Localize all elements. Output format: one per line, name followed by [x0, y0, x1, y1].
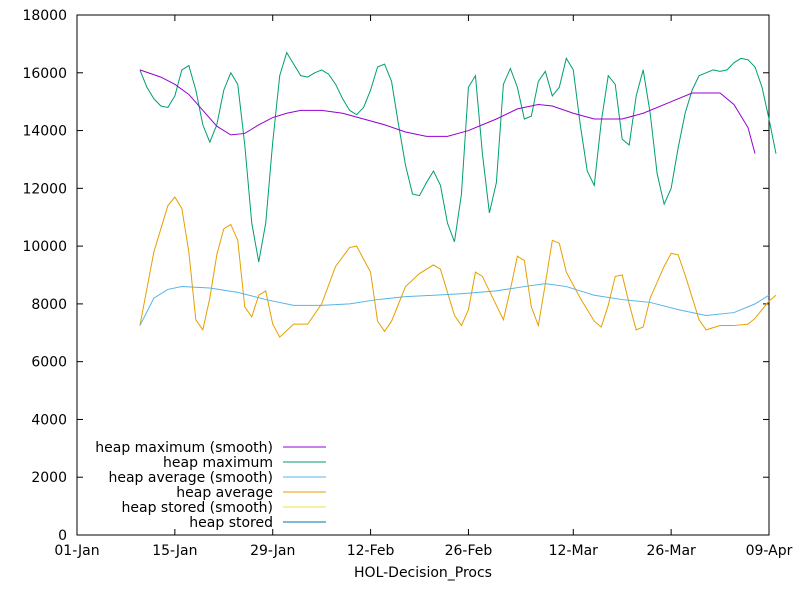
- legend-label: heap stored: [189, 515, 273, 531]
- x-tick-label: 26-Feb: [445, 543, 493, 559]
- series-line: [139, 283, 770, 326]
- x-tick-label: 15-Jan: [152, 543, 197, 559]
- y-tick-label: 14000: [22, 124, 67, 140]
- y-tick-label: 18000: [22, 8, 67, 24]
- legend-label: heap maximum: [163, 455, 273, 471]
- legend-label: heap stored (smooth): [122, 500, 274, 516]
- x-tick-label: 12-Feb: [347, 543, 395, 559]
- y-tick-label: 4000: [31, 412, 67, 428]
- series-line: [139, 196, 777, 338]
- y-tick-label: 2000: [31, 470, 67, 486]
- series-line: [139, 69, 756, 154]
- legend-label: heap average (smooth): [108, 470, 273, 486]
- legend-label: heap average: [176, 485, 273, 501]
- x-axis-title: HOL-Decision_Procs: [354, 565, 492, 581]
- y-tick-label: 0: [58, 528, 67, 544]
- x-tick-label: 12-Mar: [549, 543, 599, 559]
- ticks-layer: 01-Jan 15-Jan 29-Jan 12-Feb 26-Feb 12-Mar 26-M…: [22, 8, 792, 559]
- x-tick-label: 26-Mar: [647, 543, 697, 559]
- x-tick-label: 09-Apr: [746, 543, 793, 559]
- y-tick-label: 8000: [31, 297, 67, 313]
- series-layer: [139, 51, 777, 338]
- legend-label: heap maximum (smooth): [95, 440, 273, 456]
- y-tick-label: 10000: [22, 239, 67, 255]
- x-tick-label: 01-Jan: [54, 543, 99, 559]
- y-tick-label: 12000: [22, 181, 67, 197]
- y-tick-label: 6000: [31, 355, 67, 371]
- x-tick-label: 29-Jan: [250, 543, 295, 559]
- series-line: [139, 51, 777, 263]
- y-tick-label: 16000: [22, 66, 67, 82]
- plot-border: [76, 14, 770, 536]
